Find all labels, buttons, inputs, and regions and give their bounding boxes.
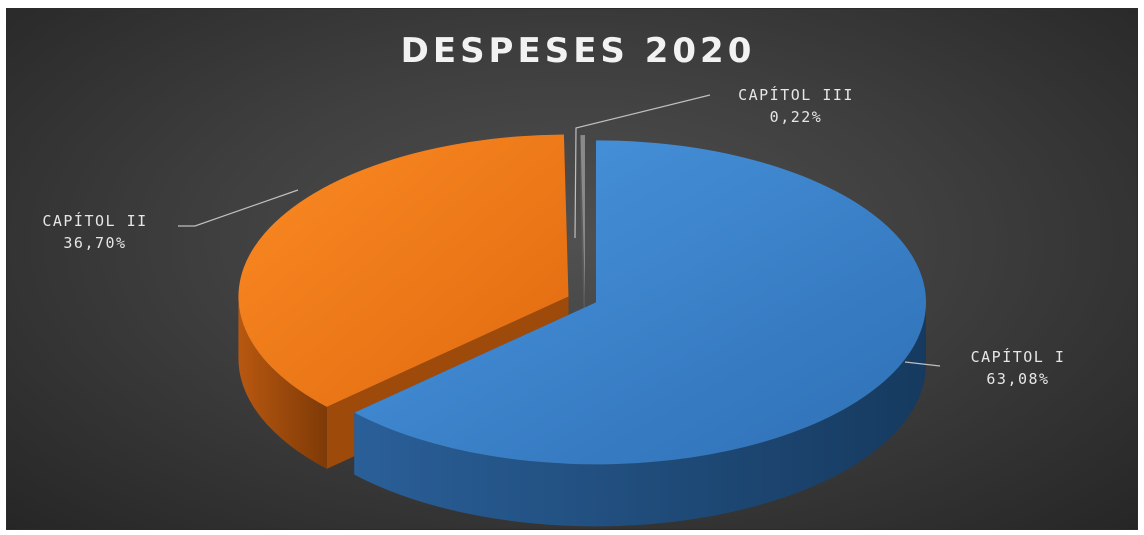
slice-label-name: CAPÍTOL II bbox=[42, 211, 147, 230]
leader-line bbox=[178, 189, 299, 227]
chart-title: DESPESES 2020 bbox=[401, 31, 756, 71]
pie-slice-top bbox=[238, 134, 569, 407]
pie-slice-edge bbox=[580, 135, 585, 360]
data-labels: CAPÍTOL I 63,08% CAPÍTOL II 36,70% CAPÍTOL I… bbox=[42, 85, 1066, 388]
slice-label-name: CAPÍTOL III bbox=[738, 85, 854, 104]
slice-label-value: 0,22% bbox=[770, 108, 823, 126]
pie-slice-side bbox=[354, 302, 927, 527]
pie-slice-1 bbox=[354, 140, 927, 527]
slice-label-name: CAPÍTOL I bbox=[971, 347, 1066, 366]
slice-label-value: 36,70% bbox=[63, 234, 126, 252]
pie-slice-side bbox=[238, 296, 327, 469]
pie-slices bbox=[238, 134, 927, 527]
leader-line bbox=[574, 94, 711, 239]
leader-line bbox=[904, 361, 941, 367]
pie-slice-top bbox=[580, 135, 585, 298]
pie-slice-3 bbox=[580, 135, 585, 360]
slice-label-value: 63,08% bbox=[986, 370, 1049, 388]
pie-slice-top bbox=[354, 140, 927, 465]
